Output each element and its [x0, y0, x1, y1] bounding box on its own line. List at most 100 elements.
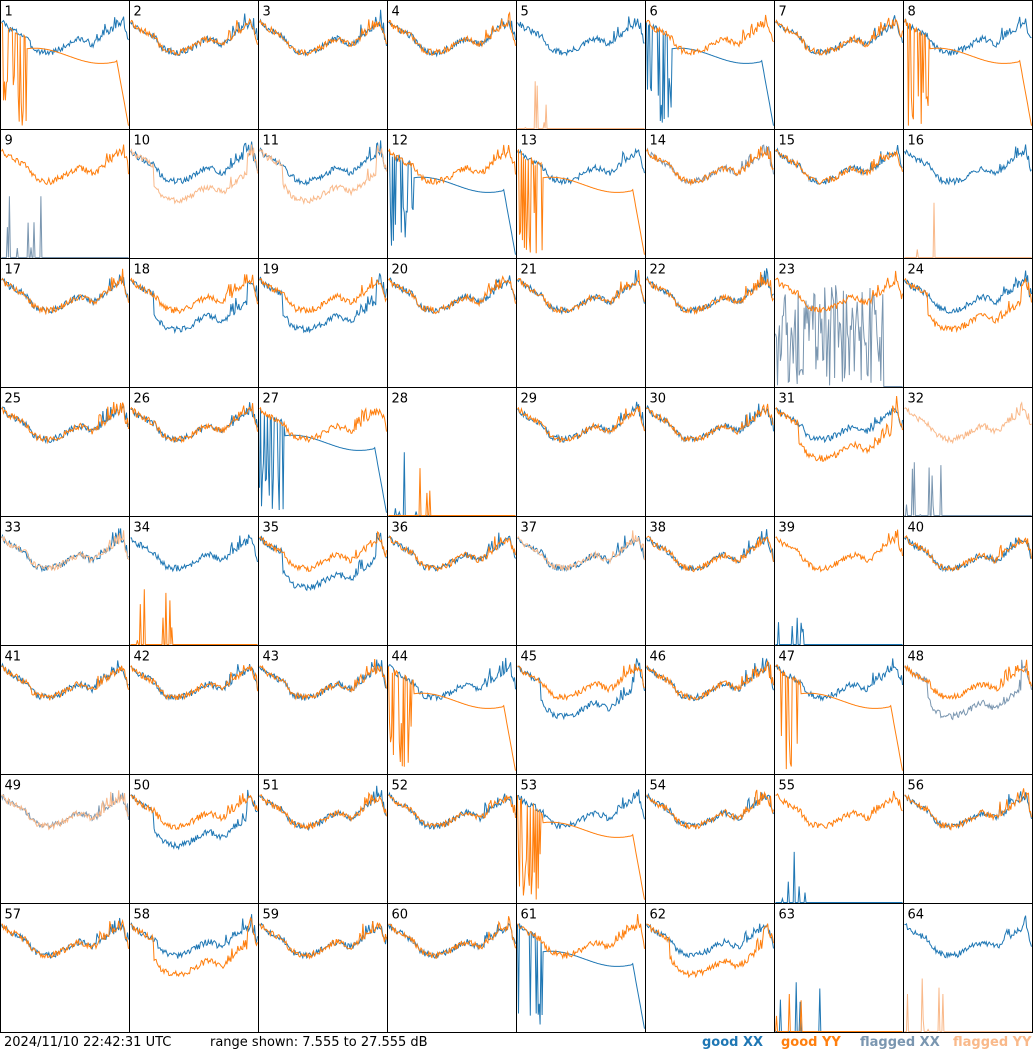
- panel-frame: [516, 516, 646, 646]
- panel-30: 30: [645, 387, 775, 517]
- panel-frame: [774, 645, 904, 775]
- panel-10: 10: [129, 129, 259, 259]
- panel-label: 10: [134, 134, 151, 149]
- yy-trace: [1, 918, 129, 959]
- panel-label: 11: [263, 134, 280, 149]
- yy-trace: [904, 534, 1032, 573]
- panel-54: 54: [645, 774, 775, 904]
- panel-26: 26: [129, 387, 259, 517]
- panel-label: 25: [5, 392, 22, 407]
- footer-bar: 2024/11/10 22:42:31 UTC range shown: 7.5…: [0, 1033, 1033, 1053]
- yy-trace: [904, 978, 1032, 1032]
- yy-trace: [646, 146, 774, 187]
- yy-trace: [517, 148, 645, 255]
- panel-19: 19: [258, 258, 388, 388]
- yy-trace: [130, 144, 258, 205]
- panel-label: 7: [779, 5, 787, 20]
- panel-frame: [903, 774, 1033, 904]
- panel-frame: [258, 903, 388, 1033]
- yy-trace: [646, 789, 774, 830]
- panel-frame: [0, 516, 130, 646]
- yy-trace: [775, 270, 903, 313]
- yy-trace: [259, 277, 387, 314]
- yy-trace: [259, 921, 387, 960]
- panel-59: 59: [258, 903, 388, 1033]
- panel-21: 21: [516, 258, 646, 388]
- panel-label: 28: [392, 392, 409, 407]
- yy-trace: [1, 402, 129, 445]
- panel-47: 47: [774, 645, 904, 775]
- panel-label: 19: [263, 263, 280, 278]
- yy-trace: [646, 923, 774, 979]
- yy-trace: [646, 14, 774, 56]
- yy-trace: [904, 401, 1032, 445]
- xx-trace: [1, 196, 129, 258]
- panel-label: 46: [650, 650, 667, 665]
- panel-frame: [516, 129, 646, 259]
- panel-label: 21: [521, 263, 538, 278]
- panel-frame: [387, 129, 517, 259]
- panel-label: 2: [134, 5, 142, 20]
- yy-trace: [775, 993, 903, 1032]
- panel-15: 15: [774, 129, 904, 259]
- panel-label: 59: [263, 908, 280, 923]
- panel-16: 16: [903, 129, 1033, 259]
- yy-trace: [775, 529, 903, 573]
- panel-41: 41: [0, 645, 130, 775]
- panel-62: 62: [645, 903, 775, 1033]
- panel-frame: [387, 516, 517, 646]
- panel-label: 16: [908, 134, 925, 149]
- panel-label: 55: [779, 779, 796, 794]
- xx-trace: [1, 792, 129, 830]
- panel-label: 9: [5, 134, 13, 149]
- panel-frame: [0, 258, 130, 388]
- panel-13: 13: [516, 129, 646, 259]
- panel-50: 50: [129, 774, 259, 904]
- panel-frame: [258, 129, 388, 259]
- panel-frame: [903, 129, 1033, 259]
- yy-trace: [904, 788, 1032, 831]
- panel-frame: [258, 774, 388, 904]
- yy-trace: [904, 659, 1032, 700]
- yy-trace: [646, 660, 774, 701]
- panel-label: 18: [134, 263, 151, 278]
- yy-trace: [646, 535, 774, 573]
- panel-42: 42: [129, 645, 259, 775]
- panel-64: 64: [903, 903, 1033, 1033]
- panel-label: 39: [779, 521, 796, 536]
- panel-frame: [903, 387, 1033, 517]
- panel-label: 51: [263, 779, 280, 794]
- range-text: range shown: 7.555 to 27.555 dB: [210, 1035, 428, 1050]
- yy-trace: [259, 406, 387, 444]
- yy-trace: [775, 790, 903, 829]
- panel-58: 58: [129, 903, 259, 1033]
- yy-trace: [517, 405, 645, 443]
- yy-trace: [259, 530, 387, 573]
- legend-good-yy: good YY: [781, 1035, 841, 1050]
- panel-frame: [129, 645, 259, 775]
- panel-frame: [387, 774, 517, 904]
- panel-frame: [258, 645, 388, 775]
- panel-label: 15: [779, 134, 796, 149]
- panel-33: 33: [0, 516, 130, 646]
- panel-label: 61: [521, 908, 538, 923]
- yy-trace: [775, 395, 903, 462]
- legend-flagged-yy: flagged YY: [953, 1035, 1032, 1050]
- yy-trace: [259, 145, 387, 206]
- panel-frame: [645, 258, 775, 388]
- panel-frame: [387, 903, 517, 1033]
- panel-53: 53: [516, 774, 646, 904]
- panel-frame: [516, 258, 646, 388]
- yy-trace: [388, 666, 516, 771]
- panel-label: 45: [521, 650, 538, 665]
- yy-trace: [904, 202, 1032, 258]
- xx-trace: [259, 140, 387, 186]
- yy-trace: [904, 18, 1032, 126]
- panel-label: 38: [650, 521, 667, 536]
- panel-label: 48: [908, 650, 925, 665]
- panel-28: 28: [387, 387, 517, 517]
- yy-trace: [130, 403, 258, 444]
- panel-40: 40: [903, 516, 1033, 646]
- panel-label: 5: [521, 5, 529, 20]
- panel-label: 64: [908, 908, 925, 923]
